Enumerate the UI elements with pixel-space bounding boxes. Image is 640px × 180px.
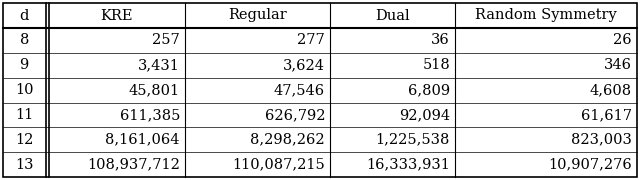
Text: 12: 12	[15, 133, 33, 147]
Text: 1,225,538: 1,225,538	[376, 133, 450, 147]
Text: 277: 277	[297, 33, 325, 47]
Text: Random Symmetry: Random Symmetry	[475, 8, 617, 22]
Text: d: d	[20, 8, 29, 22]
Text: 36: 36	[431, 33, 450, 47]
Text: 13: 13	[15, 158, 33, 172]
Text: 108,937,712: 108,937,712	[87, 158, 180, 172]
Text: Dual: Dual	[375, 8, 410, 22]
Text: 8,161,064: 8,161,064	[106, 133, 180, 147]
Text: 110,087,215: 110,087,215	[232, 158, 325, 172]
Text: 257: 257	[152, 33, 180, 47]
Text: 47,546: 47,546	[274, 83, 325, 97]
Text: 518: 518	[422, 58, 450, 72]
Text: 3,624: 3,624	[283, 58, 325, 72]
Text: 45,801: 45,801	[129, 83, 180, 97]
Text: 8,298,262: 8,298,262	[250, 133, 325, 147]
Text: 6,809: 6,809	[408, 83, 450, 97]
Text: 61,617: 61,617	[581, 108, 632, 122]
Text: 11: 11	[15, 108, 33, 122]
Text: 346: 346	[604, 58, 632, 72]
Text: 16,333,931: 16,333,931	[366, 158, 450, 172]
Text: 8: 8	[20, 33, 29, 47]
Text: Regular: Regular	[228, 8, 287, 22]
Text: 10: 10	[15, 83, 33, 97]
Text: 823,003: 823,003	[571, 133, 632, 147]
Text: 26: 26	[613, 33, 632, 47]
Text: 3,431: 3,431	[138, 58, 180, 72]
Text: 626,792: 626,792	[264, 108, 325, 122]
Text: KRE: KRE	[100, 8, 132, 22]
Text: 92,094: 92,094	[399, 108, 450, 122]
Text: 4,608: 4,608	[590, 83, 632, 97]
Text: 611,385: 611,385	[120, 108, 180, 122]
Text: 10,907,276: 10,907,276	[548, 158, 632, 172]
Text: 9: 9	[20, 58, 29, 72]
